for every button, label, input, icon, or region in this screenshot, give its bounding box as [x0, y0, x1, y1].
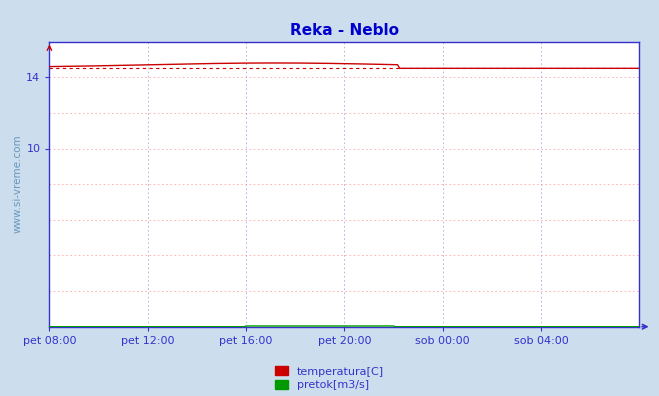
Y-axis label: www.si-vreme.com: www.si-vreme.com [12, 135, 22, 234]
Legend: temperatura[C], pretok[m3/s]: temperatura[C], pretok[m3/s] [275, 366, 384, 390]
Title: Reka - Neblo: Reka - Neblo [290, 23, 399, 38]
